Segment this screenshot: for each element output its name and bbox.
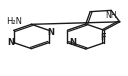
Text: NH: NH: [105, 11, 117, 20]
Text: H₂N: H₂N: [7, 17, 23, 26]
Text: F: F: [100, 33, 106, 42]
Text: N: N: [7, 38, 14, 47]
Text: N: N: [70, 38, 77, 47]
Text: N: N: [47, 28, 54, 37]
